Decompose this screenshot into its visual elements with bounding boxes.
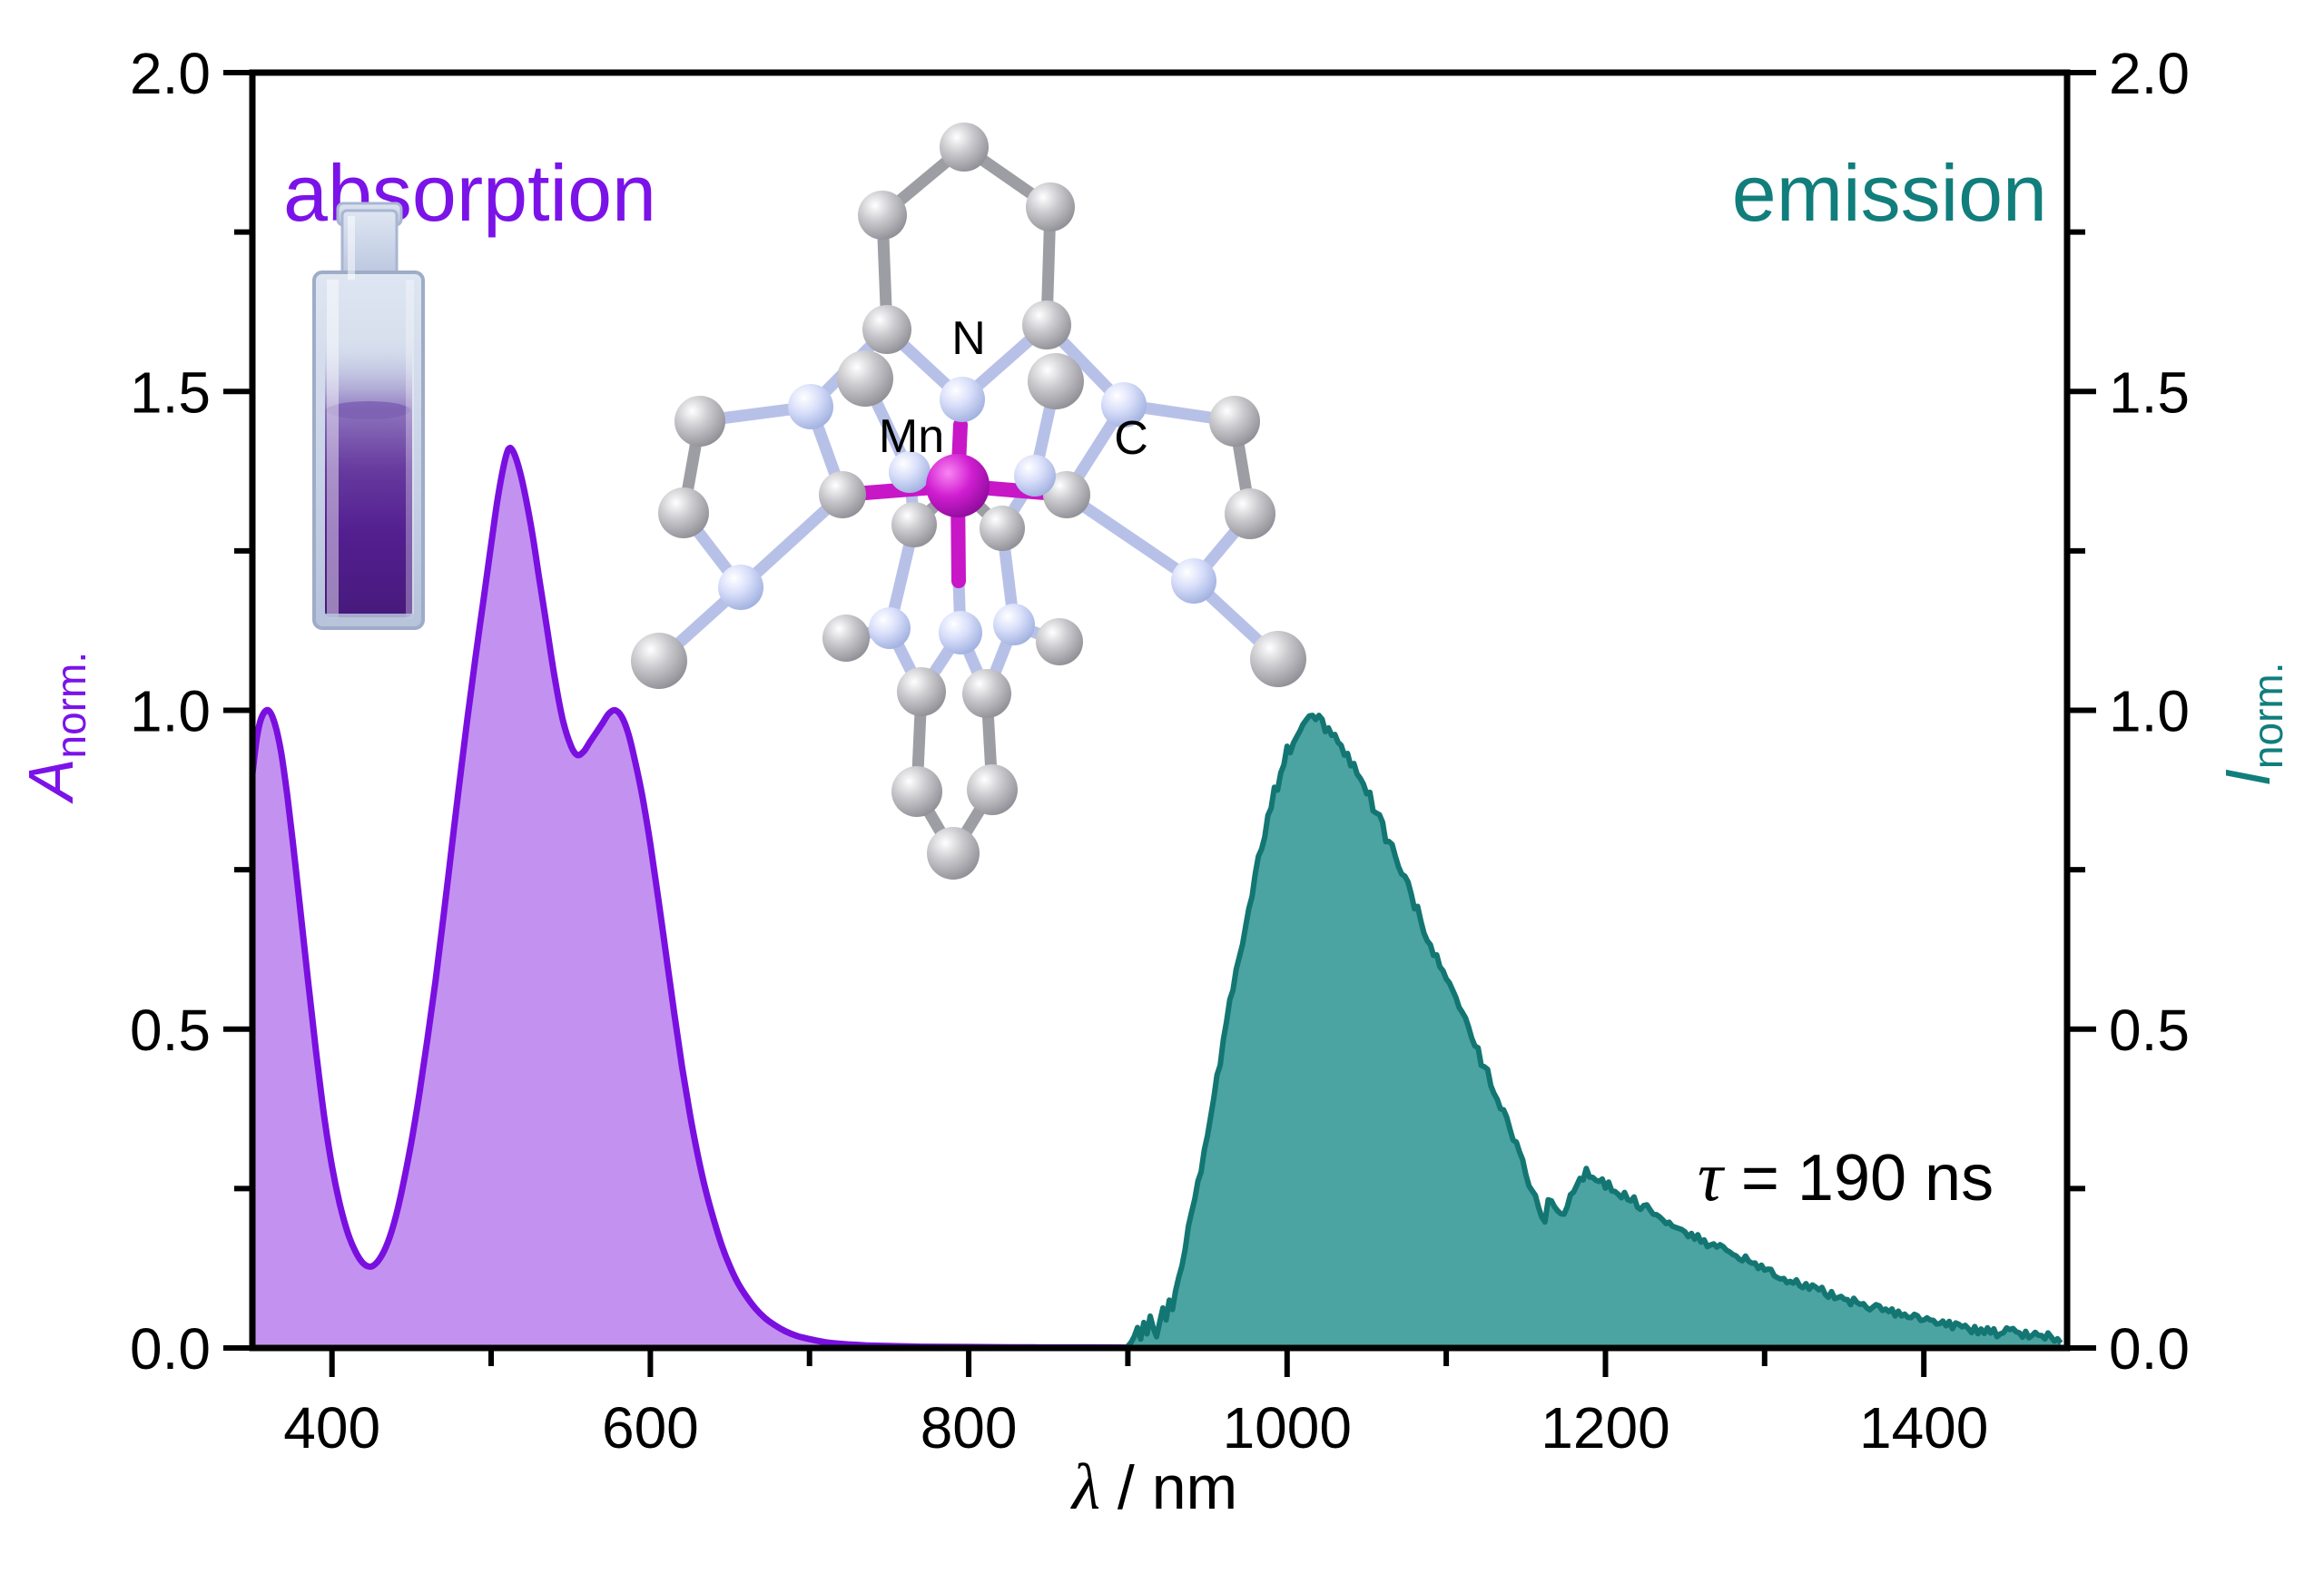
x-axis-label: λ / nm <box>1070 1451 1237 1523</box>
left-tick-label: 1.0 <box>130 679 211 744</box>
carbon-atom <box>1026 182 1075 231</box>
carbon-atom <box>940 123 989 172</box>
carbon-label: C <box>1114 412 1148 465</box>
right-axis-tick-labels: 0.0 0.5 1.0 1.5 2.0 <box>2109 41 2190 1382</box>
nitrogen-atom <box>788 384 833 429</box>
carbon-atom <box>675 396 725 447</box>
nitrogen-atom <box>940 377 985 422</box>
carbon-atom <box>891 766 942 817</box>
carbon-atom <box>1022 300 1071 349</box>
methyl-carbon-atom <box>1250 631 1306 687</box>
x-axis-tick-labels: 400 600 800 1000 1200 1400 <box>283 1395 1988 1461</box>
bond <box>1060 488 1200 587</box>
carbon-atom <box>858 191 907 240</box>
right-tick-label: 1.0 <box>2109 679 2190 744</box>
nitrogen-atom <box>1014 455 1056 497</box>
carbon-atom <box>927 827 980 880</box>
x-tick-label: 1400 <box>1859 1395 1988 1461</box>
carbon-atom <box>658 487 709 538</box>
left-tick-label: 2.0 <box>130 41 211 106</box>
right-tick-label: 1.5 <box>2109 359 2190 425</box>
nitrogen-atom <box>939 611 982 654</box>
absorption-area <box>252 448 1137 1348</box>
left-tick-label: 0.0 <box>130 1316 211 1382</box>
carbene-carbon-atom <box>819 471 866 518</box>
x-tick-label: 1200 <box>1541 1395 1669 1461</box>
methyl-carbon-atom <box>837 350 893 407</box>
carbene-carbon-atom <box>1043 471 1090 518</box>
lifetime-annotation: τ = 190 ns <box>1698 1136 1994 1215</box>
right-tick-label: 0.0 <box>2109 1316 2190 1382</box>
carbon-atom <box>897 667 946 716</box>
left-axis-symbol: A <box>15 758 86 804</box>
carbene-carbon-atom <box>891 502 937 547</box>
absorption-curve <box>252 444 1137 1348</box>
left-tick-label: 0.5 <box>130 998 211 1063</box>
methyl-carbon-atom <box>631 633 687 689</box>
nitrogen-atom <box>718 565 763 610</box>
nitrogen-label: N <box>951 312 986 365</box>
carbon-atom <box>967 764 1018 815</box>
left-axis-label: Anorm. <box>15 652 94 804</box>
nitrogen-atom <box>869 607 911 649</box>
left-axis-subscript: norm. <box>47 652 94 759</box>
lambda-symbol: λ <box>1070 1451 1100 1523</box>
carbon-atom <box>1036 618 1083 665</box>
manganese-atom <box>926 454 990 517</box>
emission-area <box>1124 715 2061 1348</box>
carbon-atom <box>1225 488 1275 539</box>
tau-symbol: τ <box>1698 1136 1726 1215</box>
right-axis-subscript: norm. <box>2244 662 2291 769</box>
methyl-carbon-atom <box>1028 353 1084 409</box>
carbon-atom <box>862 305 911 354</box>
x-tick-label: 400 <box>283 1395 380 1461</box>
x-axis-unit: / nm <box>1100 1453 1237 1522</box>
nitrogen-atom <box>889 451 931 493</box>
emission-title: emission <box>1732 148 2047 238</box>
axis-ticks <box>223 70 2096 1377</box>
manganese-label: Mn <box>879 410 944 463</box>
lifetime-value: = 190 ns <box>1723 1142 1994 1215</box>
molecule-structure <box>631 123 1306 880</box>
carbon-atom <box>822 615 870 662</box>
nitrogen-atom <box>1171 558 1216 604</box>
x-tick-label: 1000 <box>1223 1395 1352 1461</box>
carbon-atom <box>962 669 1011 718</box>
carbene-carbon-atom <box>980 506 1025 551</box>
axes <box>223 69 2096 1377</box>
spectra-curves <box>252 444 2063 1348</box>
x-tick-label: 800 <box>921 1395 1018 1461</box>
nitrogen-atom <box>993 604 1035 645</box>
right-axis-label: Inorm. <box>2212 662 2291 786</box>
carbon-atom <box>1209 396 1260 447</box>
cuvette-photo <box>312 202 425 630</box>
x-tick-label: 600 <box>602 1395 699 1461</box>
emission-curve <box>1123 713 2063 1348</box>
right-tick-label: 2.0 <box>2109 41 2190 106</box>
right-tick-label: 0.5 <box>2109 998 2190 1063</box>
left-axis-tick-labels: 0.0 0.5 1.0 1.5 2.0 <box>130 41 211 1382</box>
right-axis-symbol: I <box>2212 769 2283 786</box>
nitrogen-atom <box>1101 382 1147 428</box>
left-tick-label: 1.5 <box>130 359 211 425</box>
